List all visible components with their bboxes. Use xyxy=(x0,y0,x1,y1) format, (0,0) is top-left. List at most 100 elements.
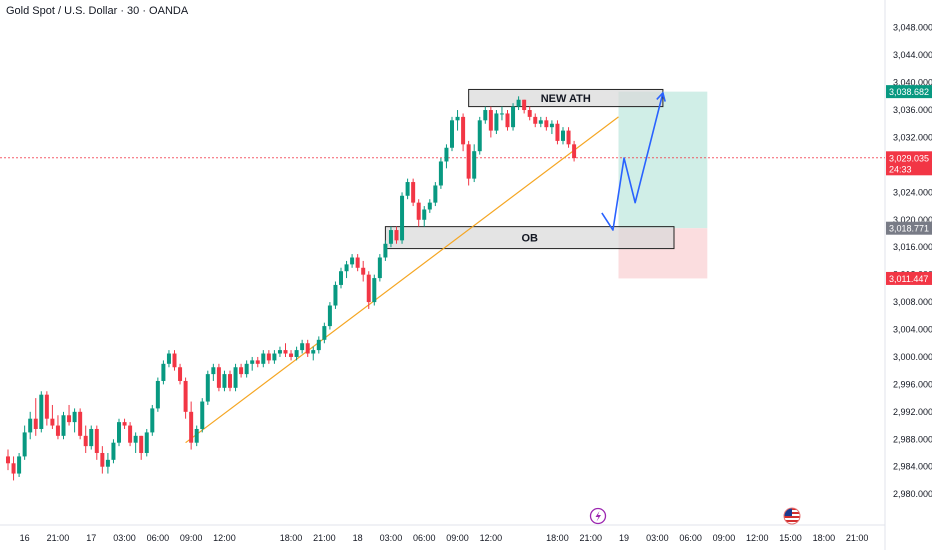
candle[interactable] xyxy=(522,99,527,114)
candle[interactable] xyxy=(300,339,305,354)
candle[interactable] xyxy=(155,377,160,412)
candle[interactable] xyxy=(200,398,205,433)
candle[interactable] xyxy=(89,425,94,450)
candle[interactable] xyxy=(189,401,194,450)
candle[interactable] xyxy=(411,178,416,207)
candle[interactable] xyxy=(544,116,549,131)
candle[interactable] xyxy=(549,120,554,135)
candle[interactable] xyxy=(488,106,493,138)
candle[interactable] xyxy=(11,456,16,481)
candle[interactable] xyxy=(261,350,266,368)
candle[interactable] xyxy=(44,391,49,426)
candle[interactable] xyxy=(178,363,183,385)
candle[interactable] xyxy=(133,432,138,453)
candle[interactable] xyxy=(194,425,199,447)
candle[interactable] xyxy=(266,350,271,364)
flash-event-icon[interactable] xyxy=(589,507,607,525)
candle[interactable] xyxy=(277,346,282,357)
candle[interactable] xyxy=(472,144,477,183)
candle[interactable] xyxy=(161,360,166,385)
candle[interactable] xyxy=(538,116,543,128)
candle[interactable] xyxy=(22,425,27,460)
candle[interactable] xyxy=(394,226,399,244)
candle[interactable] xyxy=(339,267,343,289)
candle[interactable] xyxy=(239,363,244,378)
candle[interactable] xyxy=(216,363,221,392)
candle[interactable] xyxy=(28,411,33,440)
candle[interactable] xyxy=(105,452,110,474)
candle[interactable] xyxy=(250,356,255,371)
candle[interactable] xyxy=(533,113,538,128)
candle[interactable] xyxy=(466,140,471,186)
candle[interactable] xyxy=(255,356,260,368)
candle[interactable] xyxy=(327,302,332,330)
trendline[interactable] xyxy=(185,116,619,444)
candle[interactable] xyxy=(305,339,310,357)
candle[interactable] xyxy=(372,274,377,306)
candle[interactable] xyxy=(166,350,171,368)
candle[interactable] xyxy=(83,425,88,453)
us-flag-icon[interactable] xyxy=(783,507,801,525)
candle[interactable] xyxy=(405,178,410,200)
candle[interactable] xyxy=(272,350,277,364)
candle[interactable] xyxy=(117,418,121,447)
candle[interactable] xyxy=(100,446,105,474)
candle[interactable] xyxy=(205,370,210,405)
candle[interactable] xyxy=(233,363,238,392)
candle[interactable] xyxy=(427,199,432,213)
candle[interactable] xyxy=(350,254,355,268)
candle[interactable] xyxy=(128,422,133,447)
candle[interactable] xyxy=(111,439,116,464)
candle[interactable] xyxy=(50,404,55,429)
candle[interactable] xyxy=(244,360,249,378)
candle[interactable] xyxy=(516,96,521,111)
candle[interactable] xyxy=(144,428,149,457)
candle[interactable] xyxy=(311,346,316,361)
candle[interactable] xyxy=(383,240,388,261)
candle[interactable] xyxy=(461,113,466,152)
candle[interactable] xyxy=(455,110,460,131)
candle[interactable] xyxy=(561,127,565,145)
candle[interactable] xyxy=(283,343,288,357)
candle[interactable] xyxy=(388,226,393,248)
candle[interactable] xyxy=(416,199,421,227)
candle[interactable] xyxy=(527,106,532,121)
candle[interactable] xyxy=(78,408,83,440)
candle[interactable] xyxy=(566,127,571,148)
candle[interactable] xyxy=(322,322,327,344)
candle[interactable] xyxy=(361,260,366,282)
candle[interactable] xyxy=(316,336,321,354)
candle[interactable] xyxy=(366,271,371,309)
candle[interactable] xyxy=(444,144,449,169)
candle[interactable] xyxy=(211,363,216,381)
candle[interactable] xyxy=(511,103,516,131)
candle[interactable] xyxy=(139,435,144,460)
candle[interactable] xyxy=(72,408,77,433)
candle[interactable] xyxy=(505,110,510,131)
candle[interactable] xyxy=(450,116,454,152)
candle[interactable] xyxy=(477,116,482,155)
projection-arrow[interactable] xyxy=(601,92,664,231)
candle[interactable] xyxy=(17,452,22,477)
candle[interactable] xyxy=(289,350,294,361)
ob-zone-box[interactable] xyxy=(384,226,675,250)
candle[interactable] xyxy=(377,254,382,282)
candle[interactable] xyxy=(122,418,127,429)
candle[interactable] xyxy=(333,281,338,309)
target-profit-box[interactable] xyxy=(618,91,708,229)
candle[interactable] xyxy=(67,404,72,426)
candle[interactable] xyxy=(494,110,499,135)
candle[interactable] xyxy=(228,370,232,392)
candle[interactable] xyxy=(344,260,349,279)
candle[interactable] xyxy=(294,346,299,361)
candle[interactable] xyxy=(499,106,504,121)
candle[interactable] xyxy=(400,192,405,244)
candle[interactable] xyxy=(172,350,177,371)
candle[interactable] xyxy=(150,404,155,436)
candle[interactable] xyxy=(422,206,427,227)
candle[interactable] xyxy=(61,411,66,440)
candle[interactable] xyxy=(438,158,443,189)
candle[interactable] xyxy=(222,370,227,392)
